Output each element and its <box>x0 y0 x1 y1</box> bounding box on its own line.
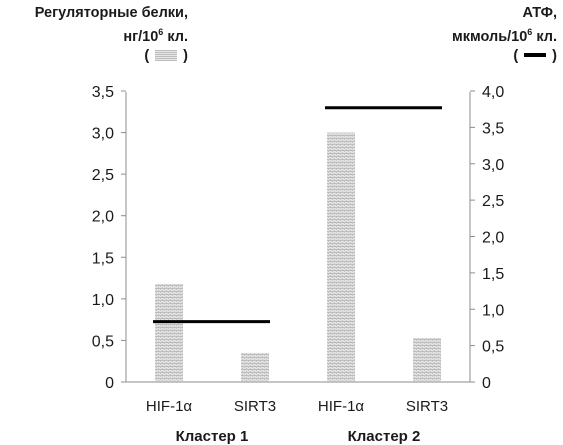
right-axis-title-line1: АТФ, <box>522 5 557 21</box>
bar-legend-swatch <box>155 50 178 61</box>
right-tick-label: 2,5 <box>482 193 504 210</box>
right-axis-legend: () <box>513 48 557 64</box>
bar <box>241 352 269 382</box>
left-tick-label: 2,0 <box>92 209 114 226</box>
right-axis-title-line2: мкмоль/106 кл. <box>451 27 557 45</box>
category-label: HIF-1α <box>146 398 193 415</box>
left-axis-title: Регуляторные белки, нг/106 кл. () <box>8 4 188 66</box>
left-tick-label: 3,5 <box>92 84 114 101</box>
left-tick-label: 3,0 <box>92 126 114 143</box>
category-label: SIRT3 <box>406 398 448 415</box>
right-tick-label: 4,0 <box>482 84 504 101</box>
group-label: Кластер 2 <box>348 428 421 445</box>
left-axis-legend: () <box>144 48 188 64</box>
right-tick-label: 3,5 <box>482 120 504 137</box>
bar <box>413 337 441 382</box>
x-axis-labels: HIF-1α SIRT3 HIF-1α SIRT3 Кластер 1 Кластер 2 <box>146 398 448 445</box>
group-label: Кластер 1 <box>176 428 249 445</box>
left-axis-title-line1: Регуляторные белки, <box>34 5 188 21</box>
left-axis-title-line2: нг/106 кл. <box>123 27 188 45</box>
line-legend-swatch <box>524 53 547 57</box>
bar <box>327 132 355 382</box>
right-tick-label: 0 <box>482 375 491 392</box>
left-tick-label: 0 <box>105 375 114 392</box>
bar-series <box>155 132 441 382</box>
right-tick-label: 3,0 <box>482 157 504 174</box>
left-axis: 0 0,5 1,0 1,5 2,0 2,5 3,0 3,5 <box>92 84 470 392</box>
right-axis-title: АТФ, мкмоль/106 кл. () <box>397 4 557 66</box>
line-series <box>153 106 442 324</box>
right-tick-label: 2,0 <box>482 230 504 247</box>
right-tick-label: 1,0 <box>482 302 504 319</box>
left-tick-label: 0,5 <box>92 333 114 350</box>
category-label: SIRT3 <box>234 398 276 415</box>
category-label: HIF-1α <box>318 398 365 415</box>
left-tick-label: 2,5 <box>92 167 114 184</box>
right-axis: 0 0,5 1,0 1,5 2,0 2,5 3,0 3,5 4,0 <box>469 84 504 392</box>
left-tick-label: 1,5 <box>92 250 114 267</box>
right-tick-label: 1,5 <box>482 266 504 283</box>
left-tick-label: 1,0 <box>92 292 114 309</box>
right-tick-label: 0,5 <box>482 339 504 356</box>
bar <box>155 283 183 382</box>
